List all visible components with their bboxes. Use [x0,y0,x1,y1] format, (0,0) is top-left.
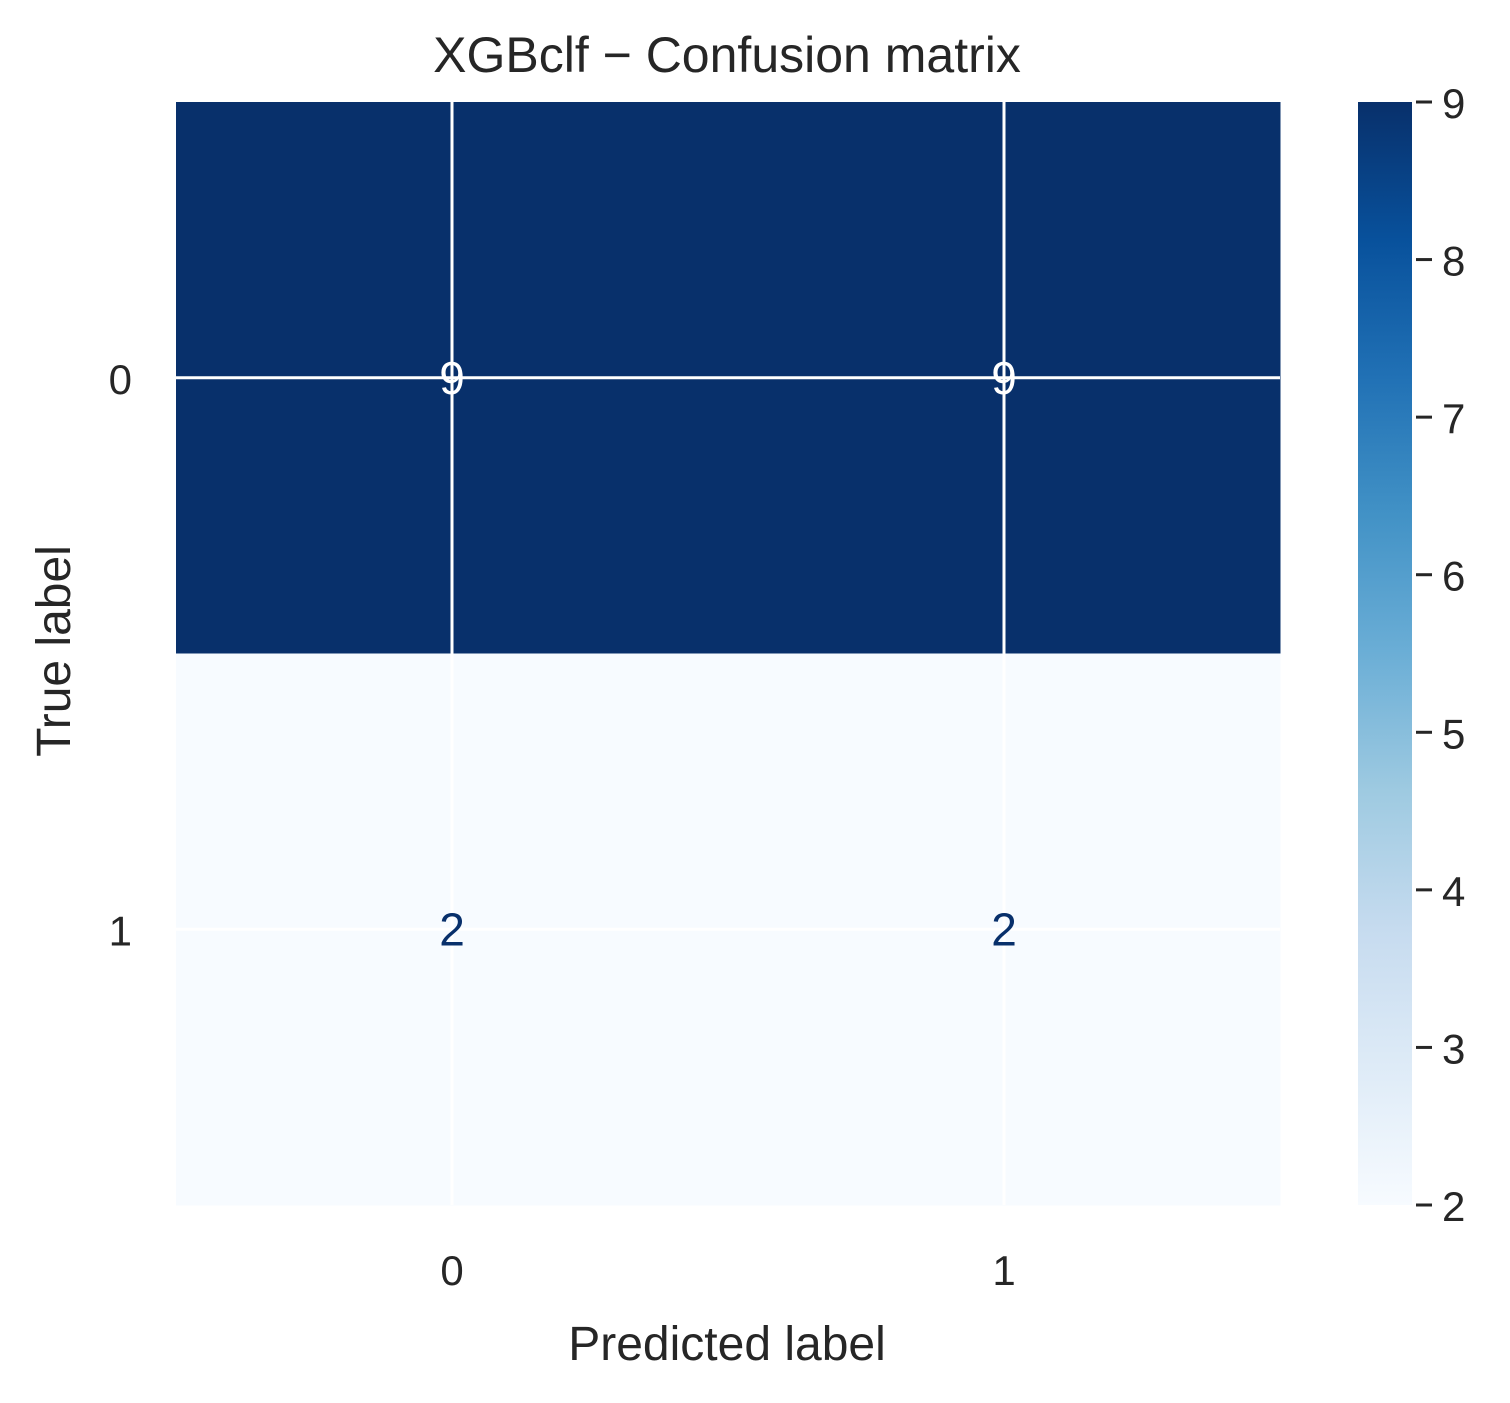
colorbar-tick-label-7: 7 [1442,395,1465,442]
colorbar-tick-label-8: 8 [1442,238,1465,285]
cell-value-label-1-0: 2 [439,903,465,955]
colorbar-tick-label-4: 4 [1442,868,1465,915]
x-tick-label-0: 0 [440,1247,463,1294]
chart-title: XGBclf − Confusion matrix [433,27,1021,83]
colorbar: 2 3 4 5 6 7 8 9 [1358,80,1465,1230]
cell-value-label-0-0: 9 [439,352,465,404]
colorbar-tick-label-5: 5 [1442,710,1465,757]
colorbar-gradient [1358,102,1412,1205]
heatmap-cells [176,102,1281,1206]
x-axis-label: Predicted label [568,1318,886,1371]
y-tick-label-0: 0 [109,356,132,403]
colorbar-ticks: 2 3 4 5 6 7 8 9 [1416,80,1465,1230]
y-axis-label: True label [28,545,81,757]
cell-value-label-0-1: 9 [991,352,1017,404]
y-tick-label-1: 1 [109,907,132,954]
colorbar-tick-label-6: 6 [1442,553,1465,600]
y-axis-ticks: 01 [109,356,132,955]
grid-lines [176,102,1280,1205]
colorbar-tick-label-2: 2 [1442,1183,1465,1230]
x-tick-label-1: 1 [992,1247,1015,1294]
cell-value-labels: 9 9 2 2 [439,352,1017,956]
colorbar-tick-label-3: 3 [1442,1025,1465,1072]
cell-value-label-1-1: 2 [991,903,1017,955]
colorbar-tick-label-9: 9 [1442,80,1465,127]
